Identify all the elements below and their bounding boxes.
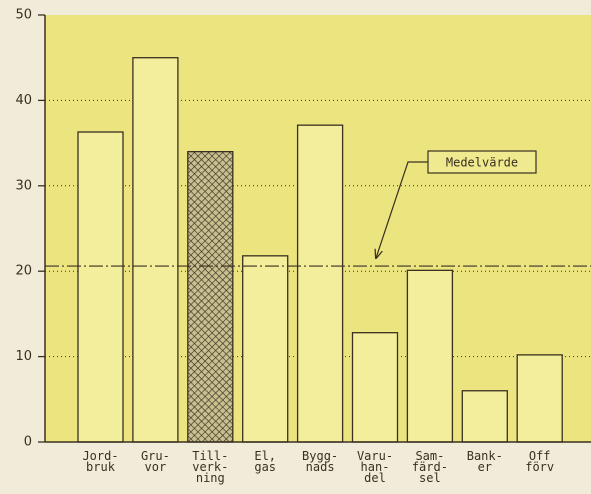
x-tick-label: Jord-bruk (82, 449, 118, 474)
bar (351, 332, 399, 443)
y-tick-label: 30 (15, 178, 32, 193)
bar (461, 390, 508, 443)
x-tick-label: Bank-er (467, 449, 503, 474)
x-tick-label-line: förv (525, 460, 554, 474)
x-tick-label-line: sel (419, 471, 441, 485)
y-tick-label: 50 (15, 8, 32, 23)
x-tick-label-line: Varu- (357, 449, 393, 463)
x-tick-label: Gru-vor (141, 449, 170, 474)
x-tick-label-line: Off (529, 449, 551, 463)
x-tick-label-line: Bank- (467, 449, 503, 463)
bar (242, 255, 289, 443)
x-tick-label: El, gas (254, 449, 276, 474)
bar (77, 131, 124, 443)
y-tick-label: 10 (15, 349, 32, 364)
x-tick-label-line: del (364, 471, 386, 485)
y-tick-label: 0 (24, 435, 32, 450)
x-tick-label: Bygg-nads (302, 449, 338, 474)
annotation-arrow (376, 161, 428, 258)
x-tick-label: Sam-färd-sel (412, 449, 448, 485)
bar (296, 124, 344, 443)
annotation-text: Medelvärde (446, 156, 518, 170)
y-tick-label: 20 (15, 264, 32, 279)
x-tick-label: Off förv (525, 449, 554, 474)
x-tick-label-line: El, (254, 449, 276, 463)
x-tick-label: Varu-han-del (357, 449, 393, 485)
x-tick-label-line: han- (361, 460, 390, 474)
x-tick-label-line: vor (145, 460, 167, 474)
x-tick-label-line: er (478, 460, 492, 474)
x-tick-label-line: nads (306, 460, 335, 474)
x-tick-label: Till-verk-ning (192, 449, 228, 485)
x-tick-label-line: bruk (86, 460, 116, 474)
x-tick-label-line: gas (254, 460, 276, 474)
x-tick-label-line: Sam- (415, 449, 444, 463)
x-tick-label-line: verk- (192, 460, 228, 474)
bar (406, 269, 454, 443)
x-tick-label-line: färd- (412, 460, 448, 474)
x-tick-label-line: ning (196, 471, 225, 485)
x-tick-label-line: Jord- (82, 449, 118, 463)
bar (187, 150, 234, 443)
x-tick-label-line: Till- (192, 449, 228, 463)
x-tick-label-line: Bygg- (302, 449, 338, 463)
y-tick-label: 40 (15, 93, 32, 108)
x-tick-label-line: Gru- (141, 449, 170, 463)
bar (516, 354, 563, 443)
bar (132, 57, 179, 443)
